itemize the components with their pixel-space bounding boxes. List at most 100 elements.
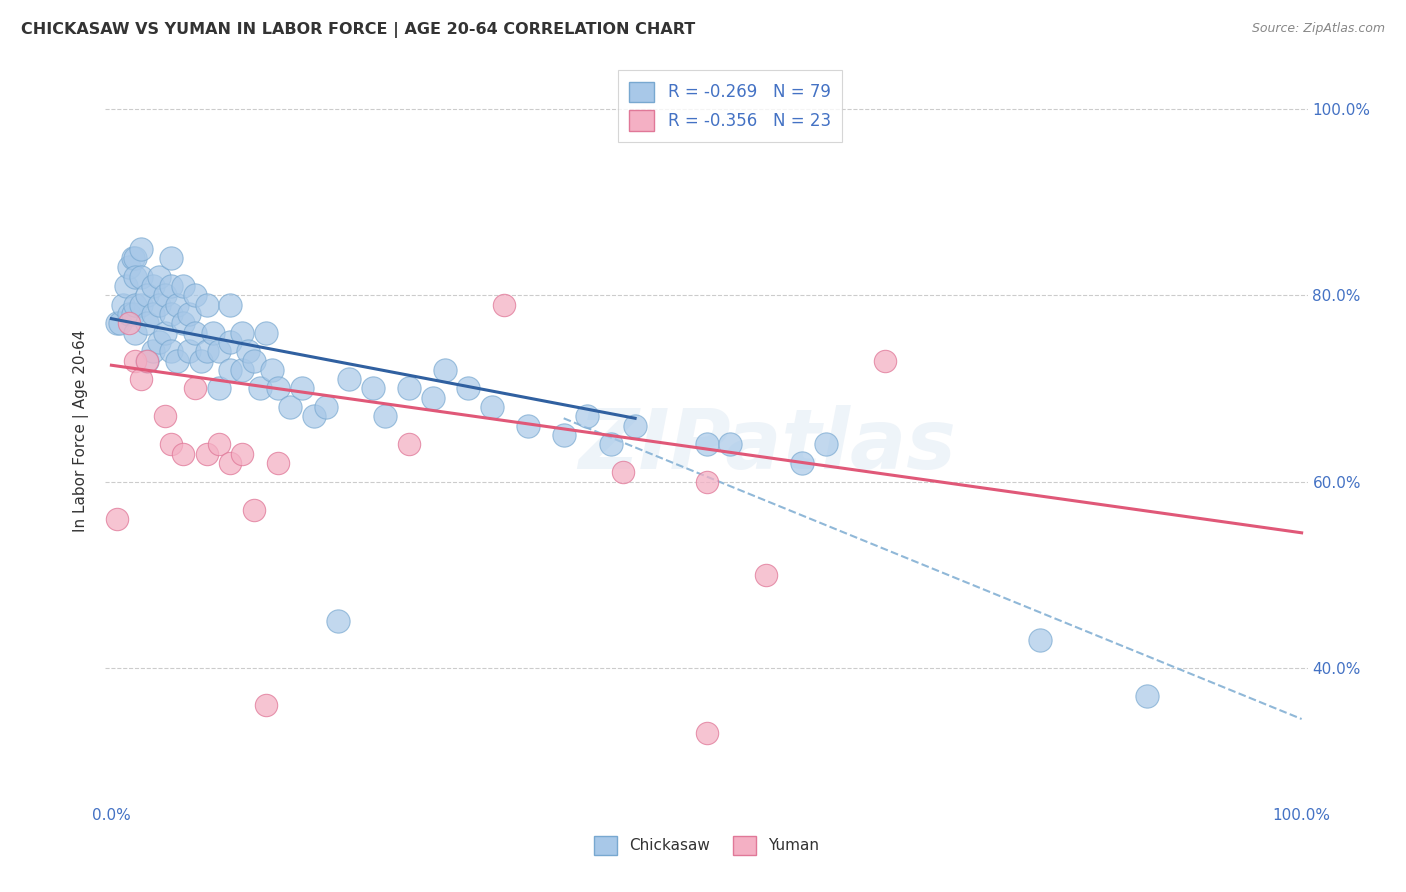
Point <box>291 382 314 396</box>
Point <box>517 418 540 433</box>
Point <box>339 372 361 386</box>
Point <box>481 400 503 414</box>
Point <box>315 400 337 414</box>
Point <box>326 614 349 628</box>
Point <box>718 437 741 451</box>
Point <box>108 316 131 330</box>
Point <box>153 409 176 424</box>
Point <box>105 512 128 526</box>
Point <box>231 363 253 377</box>
Point <box>195 447 218 461</box>
Point <box>201 326 224 340</box>
Point <box>160 437 183 451</box>
Text: CHICKASAW VS YUMAN IN LABOR FORCE | AGE 20-64 CORRELATION CHART: CHICKASAW VS YUMAN IN LABOR FORCE | AGE … <box>21 22 696 38</box>
Point <box>267 456 290 470</box>
Point <box>177 307 200 321</box>
Point <box>207 382 229 396</box>
Point <box>183 288 205 302</box>
Point <box>129 372 152 386</box>
Point <box>153 326 176 340</box>
Point <box>177 344 200 359</box>
Point <box>1136 689 1159 703</box>
Point <box>148 334 170 349</box>
Point <box>494 298 516 312</box>
Point <box>267 382 290 396</box>
Point <box>207 344 229 359</box>
Text: ZIPatlas: ZIPatlas <box>578 405 956 486</box>
Point <box>172 279 194 293</box>
Point <box>136 316 159 330</box>
Point <box>166 298 188 312</box>
Point <box>243 353 266 368</box>
Point <box>148 298 170 312</box>
Point <box>361 382 384 396</box>
Point <box>254 326 277 340</box>
Point <box>696 437 718 451</box>
Point <box>118 260 141 275</box>
Point <box>183 326 205 340</box>
Point <box>600 437 623 451</box>
Point <box>624 418 647 433</box>
Point <box>219 363 242 377</box>
Point <box>278 400 301 414</box>
Point <box>183 382 205 396</box>
Point <box>136 288 159 302</box>
Point <box>755 567 778 582</box>
Point <box>231 447 253 461</box>
Y-axis label: In Labor Force | Age 20-64: In Labor Force | Age 20-64 <box>73 329 90 532</box>
Point <box>231 326 253 340</box>
Point <box>121 307 143 321</box>
Point <box>262 363 284 377</box>
Point <box>195 344 218 359</box>
Point <box>105 316 128 330</box>
Point <box>160 307 183 321</box>
Point <box>172 316 194 330</box>
Point <box>172 447 194 461</box>
Point <box>612 465 634 479</box>
Point <box>190 353 212 368</box>
Point <box>153 288 176 302</box>
Point <box>160 279 183 293</box>
Point <box>118 307 141 321</box>
Point <box>124 298 146 312</box>
Point <box>142 279 165 293</box>
Text: Source: ZipAtlas.com: Source: ZipAtlas.com <box>1251 22 1385 36</box>
Point <box>207 437 229 451</box>
Point <box>398 382 420 396</box>
Point <box>136 353 159 368</box>
Point <box>302 409 325 424</box>
Point <box>238 344 260 359</box>
Point <box>814 437 837 451</box>
Point <box>553 428 575 442</box>
Point <box>195 298 218 312</box>
Point <box>433 363 456 377</box>
Point <box>160 344 183 359</box>
Point <box>121 251 143 265</box>
Point <box>114 279 136 293</box>
Point <box>142 344 165 359</box>
Point <box>148 269 170 284</box>
Point <box>422 391 444 405</box>
Point <box>129 298 152 312</box>
Point <box>457 382 479 396</box>
Point <box>790 456 813 470</box>
Point <box>696 726 718 740</box>
Point <box>219 298 242 312</box>
Point <box>160 251 183 265</box>
Point <box>112 298 135 312</box>
Point <box>124 326 146 340</box>
Point <box>118 316 141 330</box>
Point <box>374 409 396 424</box>
Point <box>129 269 152 284</box>
Point <box>1029 632 1052 647</box>
Point <box>249 382 271 396</box>
Point <box>254 698 277 712</box>
Point <box>124 251 146 265</box>
Point <box>129 242 152 256</box>
Point <box>219 334 242 349</box>
Point <box>142 307 165 321</box>
Point <box>166 353 188 368</box>
Point <box>576 409 599 424</box>
Point <box>136 353 159 368</box>
Point <box>696 475 718 489</box>
